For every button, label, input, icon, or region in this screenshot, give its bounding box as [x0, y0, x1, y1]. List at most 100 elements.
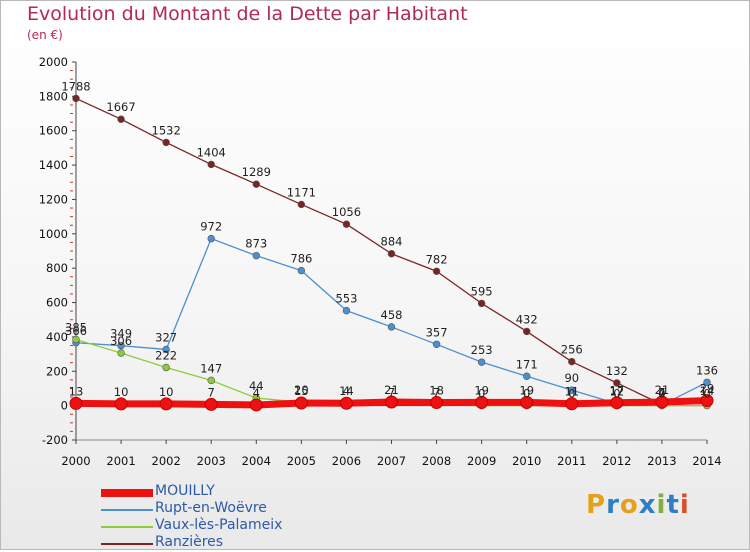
legend-label: MOUILLY: [155, 483, 215, 499]
data-point-mouilly: [565, 397, 579, 411]
x-tick-label: 2014: [692, 454, 721, 468]
data-point-mouilly: [655, 395, 669, 409]
data-label-ranzi-res: 1171: [287, 185, 316, 199]
legend-item: Rupt-en-Woëvre: [101, 500, 361, 518]
data-label-rupt-en-wo-vre: 366: [65, 324, 87, 338]
data-label-mouilly: 7: [208, 385, 215, 399]
data-point-rupt-en-wo-vre: [297, 266, 306, 275]
y-tick-label: 1000: [39, 227, 68, 241]
data-point-rupt-en-wo-vre: [387, 323, 396, 331]
data-label-mouilly: 19: [519, 383, 534, 397]
logo-letter: t: [666, 490, 680, 520]
data-label-vaux-l-s-palameix: 20: [294, 383, 309, 397]
y-tick-label: 1800: [39, 89, 68, 103]
data-point-mouilly: [159, 397, 173, 411]
data-label-mouilly: 4: [253, 386, 260, 400]
data-point-mouilly: [475, 395, 489, 409]
data-label-vaux-l-s-palameix: 7: [388, 385, 395, 399]
data-point-mouilly: [520, 395, 534, 409]
logo-letter: P: [586, 490, 607, 520]
data-label-ranzi-res: 1056: [332, 205, 361, 219]
data-label-vaux-l-s-palameix: 0: [523, 387, 530, 401]
data-label-vaux-l-s-palameix: 44: [249, 379, 264, 393]
x-tick-label: 2008: [422, 454, 451, 468]
x-tick-label: 2002: [152, 454, 181, 468]
data-label-ranzi-res: 1667: [106, 100, 135, 114]
legend-item: MOUILLY: [101, 483, 361, 501]
data-point-ranzi-res: [523, 327, 531, 336]
data-label-rupt-en-wo-vre: 786: [290, 252, 312, 266]
y-tick-label: 0: [61, 399, 68, 413]
data-label-ranzi-res: 7: [658, 385, 665, 399]
data-label-rupt-en-wo-vre: 972: [200, 220, 222, 234]
data-label-mouilly: 11: [564, 385, 579, 399]
legend-swatch: [101, 526, 153, 528]
data-label-mouilly: 18: [429, 384, 444, 398]
x-tick-label: 2009: [467, 454, 496, 468]
data-point-rupt-en-wo-vre: [207, 234, 215, 243]
data-label-ranzi-res: 1289: [242, 165, 271, 179]
logo-letter: r: [606, 490, 620, 520]
data-label-mouilly: 21: [655, 383, 670, 397]
data-label-mouilly: 15: [294, 384, 309, 398]
data-label-rupt-en-wo-vre: 90: [564, 371, 579, 385]
data-label-rupt-en-wo-vre: 349: [110, 327, 132, 341]
data-point-mouilly: [385, 395, 398, 409]
legend-label: Ranzières: [155, 534, 224, 550]
data-point-ranzi-res: [252, 180, 260, 188]
data-point-mouilly: [114, 397, 128, 411]
data-point-ranzi-res: [613, 379, 621, 387]
data-label-rupt-en-wo-vre: 357: [426, 325, 448, 339]
data-point-rupt-en-wo-vre: [162, 345, 170, 354]
data-point-rupt-en-wo-vre: [477, 358, 486, 366]
data-label-rupt-en-wo-vre: 12: [610, 385, 625, 399]
data-point-rupt-en-wo-vre: [252, 251, 260, 260]
data-point-vaux-l-s-palameix: [72, 335, 80, 344]
data-point-mouilly: [204, 397, 218, 411]
x-tick-label: 2005: [287, 454, 316, 468]
data-label-mouilly: 13: [69, 384, 84, 398]
data-label-mouilly: 21: [384, 383, 399, 397]
data-label-rupt-en-wo-vre: 553: [335, 292, 357, 306]
x-tick-label: 2003: [197, 454, 226, 468]
x-tick-label: 2006: [332, 454, 361, 468]
data-point-ranzi-res: [387, 250, 396, 258]
data-label-ranzi-res: 1532: [152, 123, 181, 137]
data-label-rupt-en-wo-vre: 136: [696, 363, 718, 377]
data-point-rupt-en-wo-vre: [703, 378, 711, 386]
data-label-rupt-en-wo-vre: 253: [471, 343, 493, 357]
data-label-vaux-l-s-palameix: 306: [110, 334, 132, 348]
legend-swatch: [101, 543, 153, 545]
x-tick-label: 2012: [602, 454, 631, 468]
data-label-vaux-l-s-palameix: 0: [613, 387, 620, 401]
data-point-ranzi-res: [162, 138, 170, 147]
y-tick-label: 200: [46, 364, 68, 378]
data-label-ranzi-res: 1788: [61, 79, 90, 93]
data-point-ranzi-res: [72, 94, 80, 103]
data-label-ranzi-res: 1404: [197, 145, 226, 159]
chart-subtitle: (en €): [27, 28, 63, 42]
data-point-ranzi-res: [297, 200, 306, 209]
chart-title: Evolution du Montant de la Dette par Hab…: [27, 3, 468, 25]
data-point-rupt-en-wo-vre: [117, 341, 125, 350]
data-label-rupt-en-wo-vre: 458: [381, 308, 403, 322]
data-point-mouilly: [430, 396, 444, 410]
y-tick-label: 600: [46, 296, 68, 310]
legend-swatch: [101, 489, 153, 497]
y-tick-label: 2000: [39, 55, 68, 69]
data-label-rupt-en-wo-vre: 171: [516, 357, 538, 371]
data-point-mouilly: [610, 396, 624, 410]
x-tick-label: 2011: [557, 454, 586, 468]
data-point-ranzi-res: [432, 267, 441, 275]
data-label-ranzi-res: 782: [426, 252, 448, 266]
data-label-vaux-l-s-palameix: 0: [478, 387, 485, 401]
y-tick-label: 1200: [39, 192, 68, 206]
data-label-vaux-l-s-palameix: 385: [65, 320, 87, 334]
y-tick-label: 1600: [39, 124, 68, 138]
data-point-mouilly: [339, 396, 353, 410]
data-point-ranzi-res: [568, 357, 576, 366]
data-point-mouilly: [249, 398, 263, 412]
data-label-vaux-l-s-palameix: 0: [703, 387, 710, 401]
x-tick-label: 2004: [242, 454, 271, 468]
